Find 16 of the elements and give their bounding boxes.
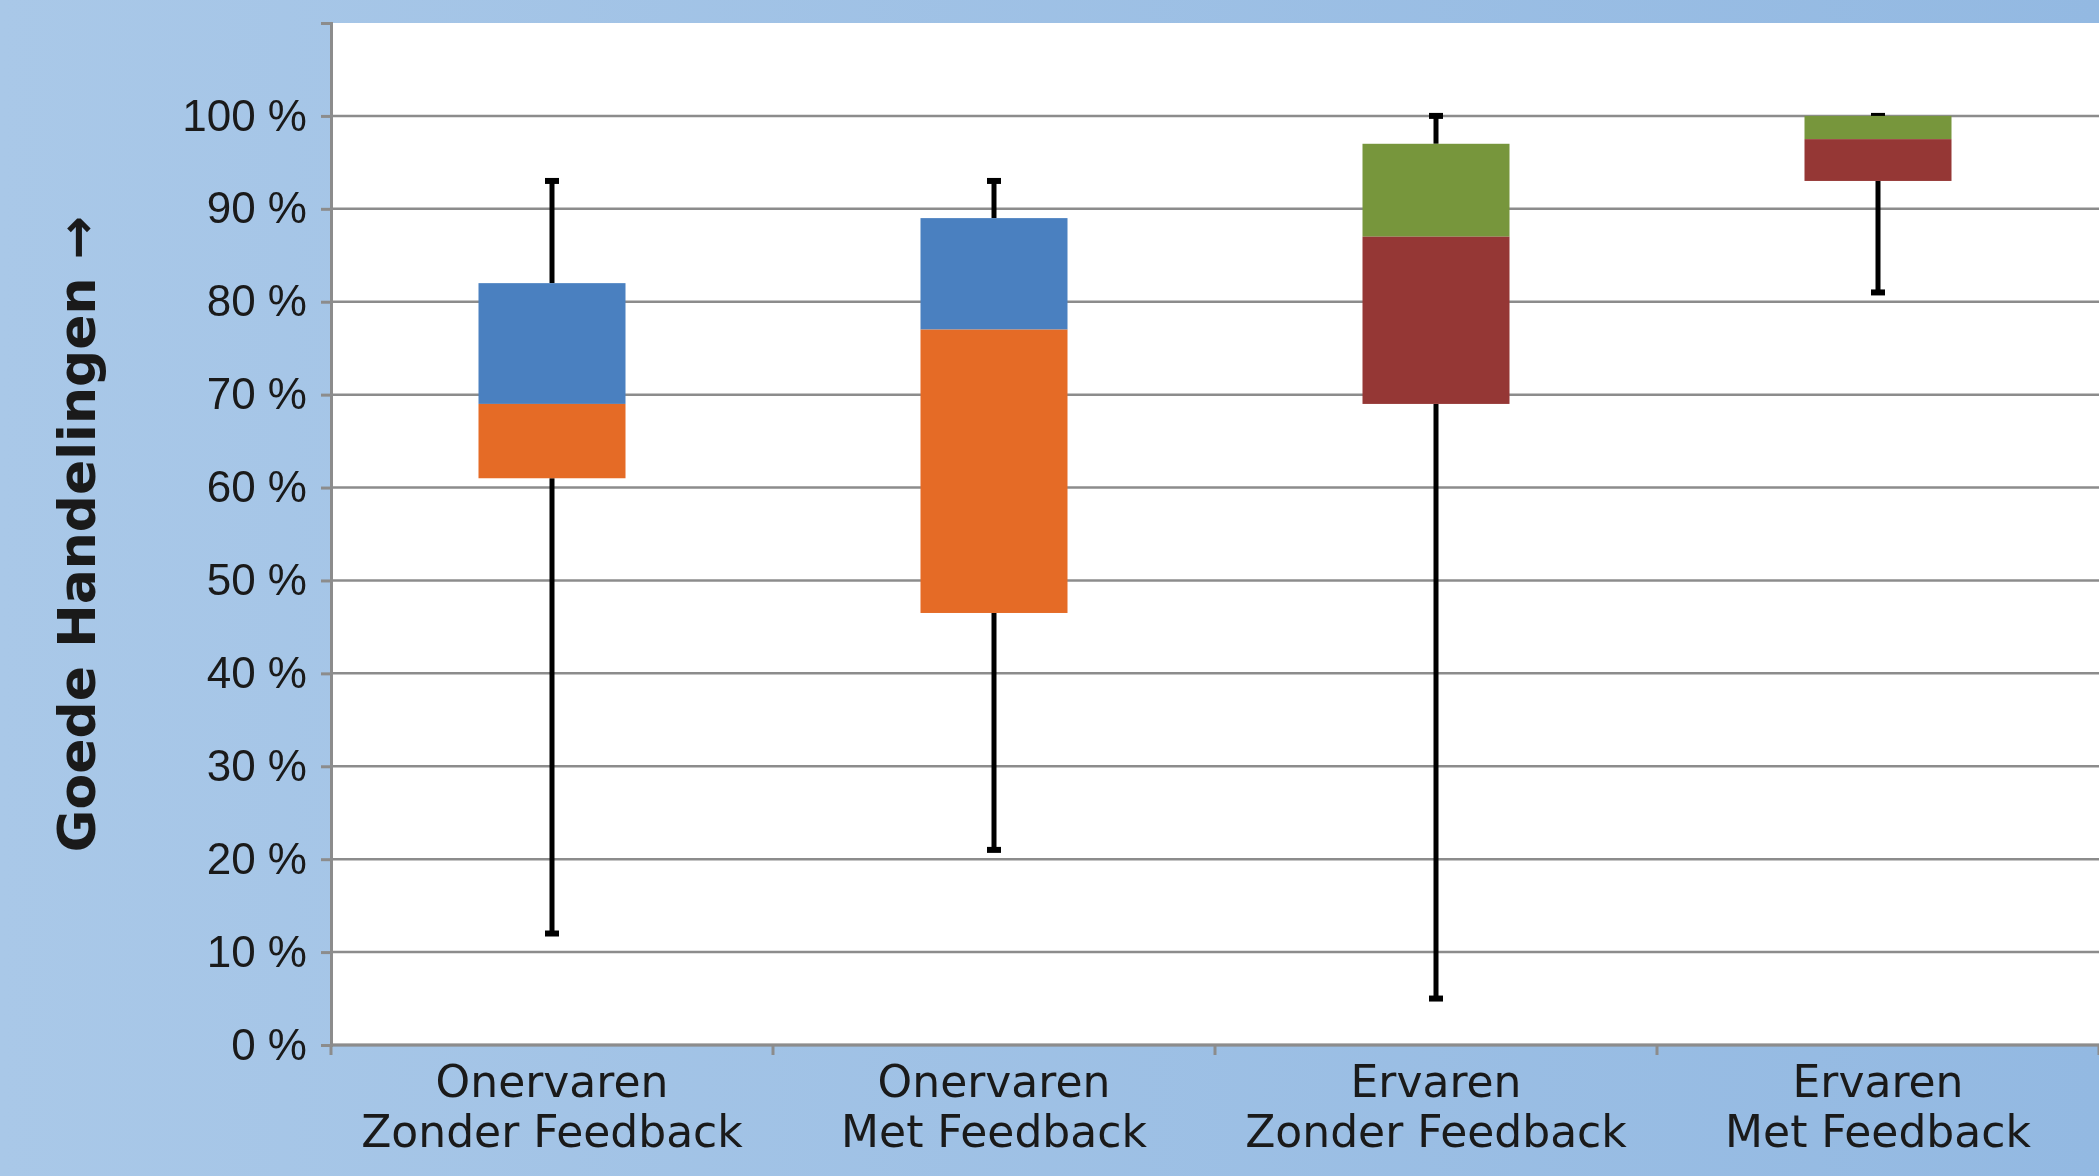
x-tick-label: Ervaren Zonder Feedback xyxy=(1245,1056,1628,1157)
y-tick-label: 30 % xyxy=(206,740,307,790)
x-tick-label: Onervaren Met Feedback xyxy=(841,1056,1148,1157)
y-tick-label: 100 % xyxy=(182,90,307,140)
y-tick-label: 0 % xyxy=(231,1019,307,1069)
y-tick-label: 70 % xyxy=(206,369,307,419)
y-tick-label: 60 % xyxy=(206,462,307,512)
y-tick-label: 50 % xyxy=(206,555,307,605)
y-tick-label: 90 % xyxy=(206,183,307,233)
y-tick-label: 80 % xyxy=(206,276,307,326)
y-tick-label: 40 % xyxy=(206,647,307,697)
x-tick-label: Onervaren Zonder Feedback xyxy=(361,1056,744,1157)
x-tick-label: Ervaren Met Feedback xyxy=(1725,1056,2032,1157)
y-tick-label: 10 % xyxy=(206,926,307,976)
y-tick-label: 20 % xyxy=(206,833,307,883)
y-axis-title: Goede Handelingen → xyxy=(47,215,107,853)
